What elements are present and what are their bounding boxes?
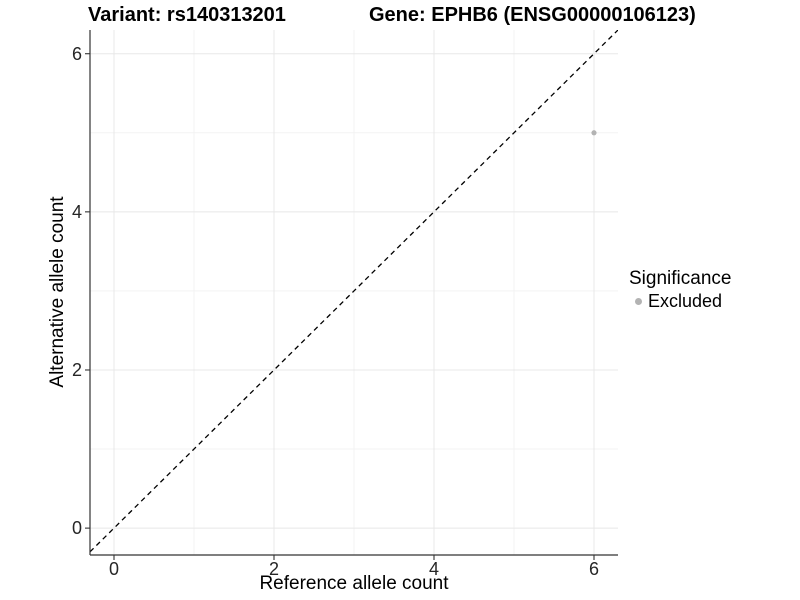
x-tick-label: 2 [268, 559, 279, 579]
legend-point-icon [635, 297, 642, 305]
x-tick-label: 0 [108, 559, 119, 579]
y-tick-label: 6 [71, 43, 82, 64]
identity-dashed-line [90, 30, 618, 553]
x-tick-label: 4 [428, 559, 439, 579]
y-tick-label: 4 [71, 201, 82, 222]
legend: Significance Excluded [629, 268, 731, 311]
plot-title-gene: Gene: EPHB6 (ENSG00000106123) [369, 4, 696, 26]
plot-title-variant: Variant: rs140313201 [88, 4, 286, 26]
legend-item-excluded: Excluded [629, 291, 731, 311]
x-axis-title: Reference allele count [259, 573, 449, 594]
x-tick-label: 6 [588, 559, 599, 579]
data-point [591, 130, 597, 136]
y-tick-label: 2 [71, 359, 82, 380]
y-axis-title: Alternative allele count [47, 196, 68, 388]
legend-title: Significance [629, 268, 732, 289]
y-tick-label: 0 [71, 518, 82, 539]
legend-item-label: Excluded [648, 291, 723, 311]
